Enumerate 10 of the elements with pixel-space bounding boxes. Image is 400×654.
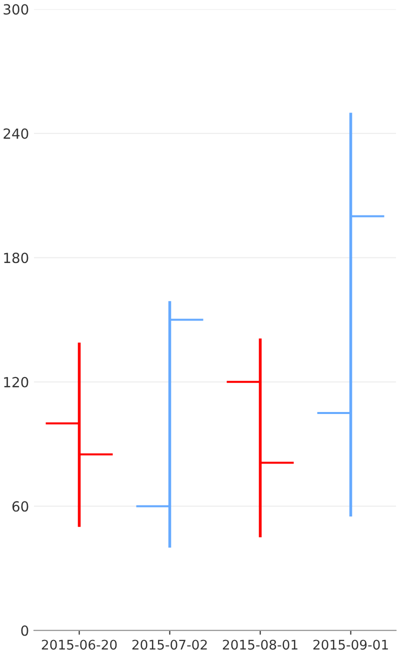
x-tick-label: 2015-08-01	[222, 640, 298, 650]
y-tick-label: 180	[4, 252, 28, 264]
x-tick-label: 2015-09-01	[313, 640, 388, 650]
x-tick-label: 2015-06-20	[42, 640, 117, 650]
y-tick-label: 120	[4, 376, 28, 388]
y-tick-label: 300	[4, 4, 28, 15]
y-tick-label: 0	[21, 625, 28, 636]
x-tick-label: 2015-07-02	[132, 640, 207, 650]
y-tick-label: 240	[4, 128, 28, 139]
y-tick-label: 60	[12, 501, 28, 512]
